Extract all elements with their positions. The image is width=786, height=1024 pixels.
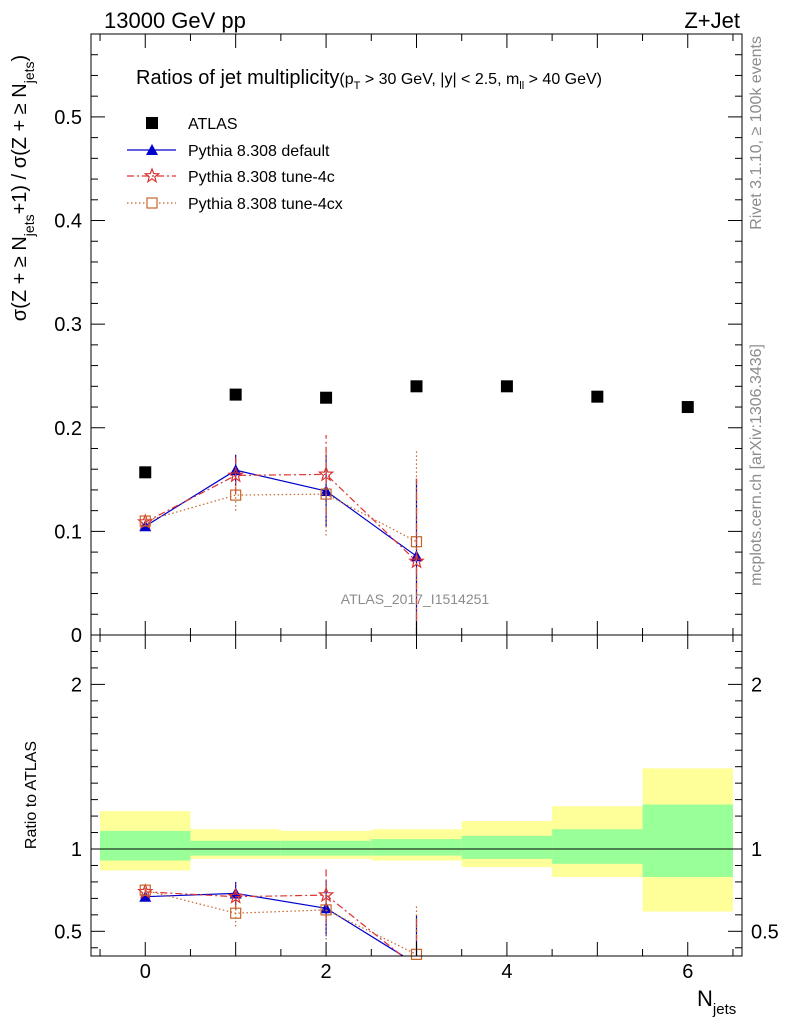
- x-tick-label: 6: [682, 961, 693, 983]
- ratio-point-pythia-8-308-default: [139, 890, 152, 902]
- plot-title: Ratios of jet multiplicity(pT > 30 GeV, …: [136, 67, 602, 92]
- band-stat: [461, 835, 553, 859]
- main-plot-marks: [136, 380, 694, 635]
- legend-label-atlas: ATLAS: [188, 116, 238, 133]
- ratio-y-tick-label-right: 0.5: [751, 921, 779, 943]
- legend-label-tune4cx: Pythia 8.308 tune-4cx: [188, 196, 343, 213]
- mcplots-label: mcplots.cern.ch [arXiv:1306.3436]: [748, 344, 765, 586]
- band-stat: [552, 829, 643, 864]
- x-axis-label: Njets: [697, 986, 736, 1018]
- main-point-atlas: [320, 391, 333, 404]
- legend: ATLAS Pythia 8.308 default Pythia 8.308 …: [127, 116, 343, 213]
- main-y-tick-label: 0: [71, 625, 82, 647]
- main-point-atlas: [681, 401, 694, 414]
- plot-title-ll: ll: [519, 80, 524, 92]
- ylabel-jets-1: jets: [21, 214, 37, 237]
- legend-marker-default: [146, 144, 158, 155]
- main-y-tick-label: 0.2: [54, 418, 82, 440]
- band-stat: [280, 840, 372, 856]
- ratio-plot-axes: 0.5 0.5 1 1 2 2 0 2 4 6: [54, 634, 779, 983]
- ratio-y-tick-label-right: 1: [751, 839, 762, 861]
- ratio-uncertainty-bands: [91, 768, 742, 912]
- band-stat: [190, 840, 281, 856]
- ratio-y-tick-label: 1: [71, 839, 82, 861]
- ratio-point-pythia-8-308-tune-4cx: [230, 907, 242, 919]
- ratio-line-pythia-8-308-tune-4c: [145, 891, 404, 956]
- x-axis-label-sub: jets: [712, 1001, 736, 1018]
- band-stat: [100, 830, 191, 861]
- main-y-tick-label: 0.4: [54, 211, 82, 233]
- legend-marker-tune4cx: [146, 197, 158, 209]
- main-plot-panel: 0 0.1 0.2 0.3 0.4 0.5 Ratios of jet multiplic…: [9, 33, 743, 647]
- ratio-y-tick-label-right: 2: [751, 674, 762, 696]
- ratio-y-tick-label: 0.5: [54, 921, 82, 943]
- main-point-pythia-8-308-tune-4c: [227, 466, 244, 483]
- band-stat: [642, 804, 733, 877]
- ratio-plot-marks: [136, 868, 423, 960]
- x-tick-label: 2: [321, 961, 332, 983]
- main-y-tick-label: 0.5: [54, 107, 82, 129]
- legend-marker-atlas: [146, 117, 158, 129]
- process-label: Z+Jet: [684, 8, 740, 33]
- ratio-point-pythia-8-308-tune-4c: [227, 887, 244, 904]
- main-point-atlas: [139, 466, 152, 479]
- band-stat: [371, 839, 462, 856]
- plot-title-T: T: [354, 80, 361, 92]
- analysis-watermark: ATLAS_2017_I1514251: [341, 591, 490, 607]
- main-plot-axes: 0 0.1 0.2 0.3 0.4 0.5: [54, 33, 742, 647]
- main-point-atlas: [500, 380, 513, 393]
- ratio-point-pythia-8-308-tune-4cx: [139, 884, 151, 896]
- ratio-line-pythia-8-308-tune-4cx: [145, 889, 417, 955]
- legend-marker-tune4c: [143, 167, 161, 184]
- plot-title-cut1: > 30 GeV, |y| < 2.5, m: [360, 71, 519, 88]
- main-point-atlas: [591, 390, 604, 403]
- ylabel-part-b: +1) / σ(Z + ≥ N: [9, 83, 31, 214]
- ratio-y-axis-label: Ratio to ATLAS: [23, 741, 40, 849]
- main-point-pythia-8-308-tune-4cx: [320, 488, 332, 500]
- x-tick-label: 4: [501, 961, 512, 983]
- main-line-pythia-8-308-tune-4c: [145, 473, 417, 562]
- main-point-pythia-8-308-tune-4cx: [230, 489, 242, 501]
- legend-label-tune4c: Pythia 8.308 tune-4c: [188, 169, 335, 186]
- main-point-atlas: [229, 388, 242, 401]
- ylabel-part-c: ): [9, 55, 31, 62]
- main-y-tick-label: 0.3: [54, 314, 82, 336]
- ylabel-part-a: σ(Z + ≥ N: [9, 236, 31, 321]
- ratio-plot-panel: 0.5 0.5 1 1 2 2 0 2 4 6 Ratio to ATLAS Njets: [23, 634, 779, 1018]
- plot-title-p: p: [345, 71, 354, 88]
- main-y-axis-label: σ(Z + ≥ Njets+1) / σ(Z + ≥ Njets): [9, 55, 37, 321]
- plot-title-open: (: [339, 71, 345, 88]
- x-tick-label: 0: [140, 961, 151, 983]
- main-point-atlas: [410, 380, 423, 393]
- ratio-point-pythia-8-308-tune-4cx: [320, 904, 332, 916]
- energy-label: 13000 GeV pp: [104, 8, 246, 33]
- x-axis-label-main: N: [697, 986, 713, 1011]
- ratio-y-tick-label: 2: [71, 674, 82, 696]
- legend-label-default: Pythia 8.308 default: [188, 143, 330, 160]
- ratio-point-pythia-8-308-tune-4c: [317, 886, 335, 903]
- plot-title-cut2: > 40 GeV): [524, 71, 602, 88]
- main-y-tick-label: 0.1: [54, 521, 82, 543]
- ylabel-jets-2: jets: [21, 61, 37, 84]
- plot-title-main: Ratios of jet multiplicity: [136, 67, 339, 89]
- main-point-pythia-8-308-tune-4c: [317, 465, 335, 482]
- main-point-pythia-8-308-tune-4cx: [410, 536, 423, 548]
- ratio-line-pythia-8-308-default: [145, 892, 405, 956]
- main-point-pythia-8-308-tune-4cx: [139, 515, 151, 527]
- main-line-pythia-8-308-default: [144, 469, 417, 557]
- rivet-label: Rivet 3.1.10, ≥ 100k events: [748, 36, 765, 230]
